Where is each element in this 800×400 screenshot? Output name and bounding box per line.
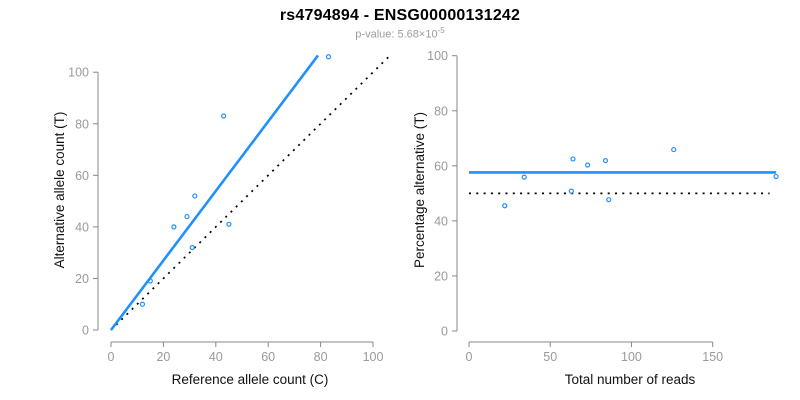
x-tick-label: 40 <box>209 350 223 364</box>
data-point <box>570 156 576 162</box>
identity-line <box>110 56 390 331</box>
data-point <box>602 157 609 164</box>
panel-right: 0 50 100 150 0 20 40 60 80 100 Total number of rea… <box>412 49 779 387</box>
y-tick-label: 100 <box>427 49 448 63</box>
y-tick-label: 20 <box>75 272 89 286</box>
y-axis-title: Percentage alternative (T) <box>412 112 427 268</box>
y-tick-label: 0 <box>82 324 89 338</box>
x-axis-title: Total number of reads <box>565 372 696 387</box>
x-tick-label: 150 <box>702 350 723 364</box>
data-point <box>192 193 198 199</box>
x-tick-label: 0 <box>108 350 115 364</box>
y-tick-label: 60 <box>434 159 448 173</box>
y-tick-label: 20 <box>434 269 448 283</box>
x-tick-label: 20 <box>156 350 170 364</box>
x-tick-label: 60 <box>261 350 275 364</box>
data-point <box>521 174 527 180</box>
figure-title: rs4794894 - ENSG00000131242 <box>279 7 521 24</box>
y-tick-label: 40 <box>434 214 448 228</box>
y-tick-label: 40 <box>75 220 89 234</box>
y-tick-label: 0 <box>441 325 448 339</box>
data-point <box>184 213 190 220</box>
data-point <box>221 113 227 119</box>
data-point <box>147 278 153 284</box>
x-axis-title: Reference allele count (C) <box>172 372 329 387</box>
data-point <box>585 162 591 168</box>
figure-subtitle: p-value: 5.68×10-5 <box>0 26 800 41</box>
data-point <box>189 244 195 251</box>
data-point <box>139 301 146 307</box>
data-point <box>773 173 779 180</box>
x-tick-label: 50 <box>543 350 557 364</box>
y-tick-label: 80 <box>434 104 448 118</box>
x-tick-label: 100 <box>363 350 384 364</box>
data-point <box>606 197 612 203</box>
y-tick-label: 60 <box>75 169 89 183</box>
data-point <box>171 224 177 230</box>
data-point <box>568 188 574 194</box>
x-tick-label: 80 <box>314 350 328 364</box>
data-point <box>502 203 508 209</box>
fit-line <box>109 54 320 331</box>
data-point <box>226 221 232 227</box>
x-tick-label: 100 <box>621 350 642 364</box>
data-point <box>325 54 332 60</box>
pvalue-exponent: -5 <box>437 26 445 35</box>
y-tick-label: 100 <box>68 66 89 80</box>
x-tick-label: 0 <box>466 350 473 364</box>
data-point <box>671 146 677 153</box>
pvalue-text: p-value: 5.68×10 <box>355 28 438 41</box>
panel-left: 0 20 40 60 80 100 0 20 40 60 80 100 Reference allele… <box>52 54 390 387</box>
y-axis-title: Alternative allele count (T) <box>52 112 67 269</box>
y-tick-label: 80 <box>75 117 89 131</box>
